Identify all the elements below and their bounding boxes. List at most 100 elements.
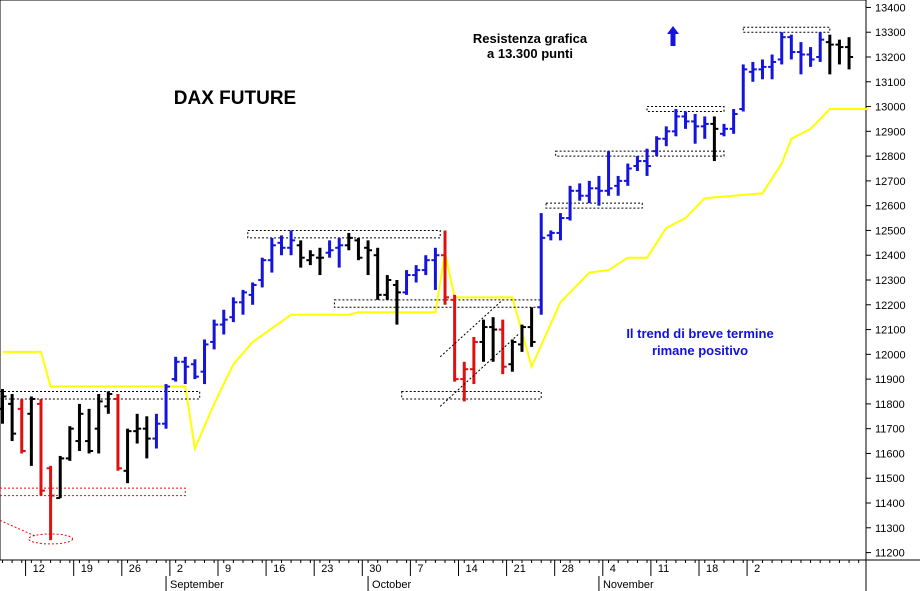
range-box [247,229,441,239]
y-tick-label: 13100 [875,77,906,89]
ohlc-bar [787,34,796,60]
ohlc-bar [681,111,690,129]
y-tick-label: 12600 [875,201,906,213]
ohlc-bar [181,356,190,385]
y-tick-label: 12000 [875,349,906,361]
ohlc-bar [498,319,507,375]
y-tick-label: 11700 [875,424,905,436]
ohlc-bar [17,398,26,454]
y-tick-label: 11500 [875,473,905,485]
ohlc-bar [825,34,834,75]
ohlc-bar [556,213,565,241]
x-tick-label: 23 [321,563,333,575]
support-line [2,108,869,453]
ohlc-bar [258,257,267,288]
ohlc-bar [623,163,632,186]
ohlc-bar [537,213,546,315]
month-label: September [170,579,224,591]
y-tick-label: 12300 [875,275,906,287]
ohlc-bar [806,47,815,67]
x-tick-label: 16 [273,563,285,575]
resistance-note-line-1: Resistenza grafica [472,31,588,46]
ohlc-bar [8,393,17,442]
y-axis: 11200 11300 11400 11500 11600 11700 11800 11900… [866,2,906,560]
ohlc-bar [421,255,430,276]
ohlc-bar [768,54,777,80]
ohlc-bar [200,339,209,385]
range-box [545,202,643,209]
trend-note-line-2: rimane positivo [651,343,749,358]
ohlc-bar [402,270,411,295]
ohlc-bar [671,109,680,137]
ohlc-bar [546,230,555,241]
ohlc-bar [700,116,709,139]
y-tick-label: 11800 [875,399,905,411]
ohlc-bar [835,39,844,65]
ohlc-bar [325,240,334,258]
y-tick-label: 11600 [875,448,905,460]
ohlc-bar [739,64,748,112]
ohlc-bar [585,180,594,204]
ohlc-bar [162,384,171,429]
ohlc-bar [75,403,84,451]
ohlc-bar [46,465,55,541]
x-axis: 12 19 26 2 9 16 23 30 7 14 21 28 4 11 18 2 September Octo… [2,560,860,591]
ohlc-bar [729,109,738,134]
channel-lower-line [439,334,519,407]
x-tick-label: 19 [81,563,93,575]
ohlc-bar [691,113,700,144]
ohlc-bar [450,294,459,382]
y-tick-label: 12500 [875,225,906,237]
y-tick-label: 13400 [875,2,906,14]
ohlc-bar [412,265,421,283]
ohlc-bar [239,289,247,315]
ohlc-bar [306,250,315,266]
range-box [401,391,542,400]
x-tick-label: 28 [562,563,574,575]
ohlc-bar [210,319,219,350]
low-pointer-line [0,519,37,537]
ohlc-bar [710,116,719,162]
y-tick-label: 11300 [875,523,905,535]
y-tick-label: 11200 [875,548,905,560]
ohlc-bar [85,408,94,454]
ohlc-bar [277,235,286,256]
ohlc-bar [566,185,575,221]
ohlc-bar [364,240,373,276]
support-line-layer [2,108,869,453]
ohlc-bar [142,416,151,459]
x-tick-label: 26 [129,563,141,575]
ohlc-bar [594,175,603,206]
ohlc-bar [720,123,728,137]
x-tick-label: 9 [225,563,231,575]
ohlc-bar [56,455,65,500]
ohlc-bar [248,282,257,305]
y-tick-label: 12800 [875,151,906,163]
ohlc-bar [777,32,786,65]
x-tick-label: 11 [658,563,669,575]
plot-area [0,0,867,561]
ohlc-bar [113,393,122,471]
ohlc-bar [662,126,671,147]
ohlc-bar [335,237,344,268]
ohlc-bar [190,359,199,380]
ohlc-bar [36,398,45,496]
ohlc-bar [508,339,517,372]
y-tick-label: 11900 [875,374,905,386]
ohlc-bar [604,151,613,196]
ohlc-bar [27,396,36,466]
ohlc-bar [460,361,469,402]
ohlc-bar [431,247,440,290]
ohlc-bar [633,156,642,171]
ohlc-bar [354,237,363,261]
y-tick-label: 12100 [875,325,906,337]
range-box [742,26,831,33]
ohlc-bar [171,356,180,382]
y-tick-label: 13200 [875,52,906,64]
ohlc-bar [643,148,652,176]
ohlc-bar [104,391,113,414]
ohlc-bar [296,240,305,268]
y-tick-label: 13000 [875,102,906,114]
range-box [333,299,542,308]
